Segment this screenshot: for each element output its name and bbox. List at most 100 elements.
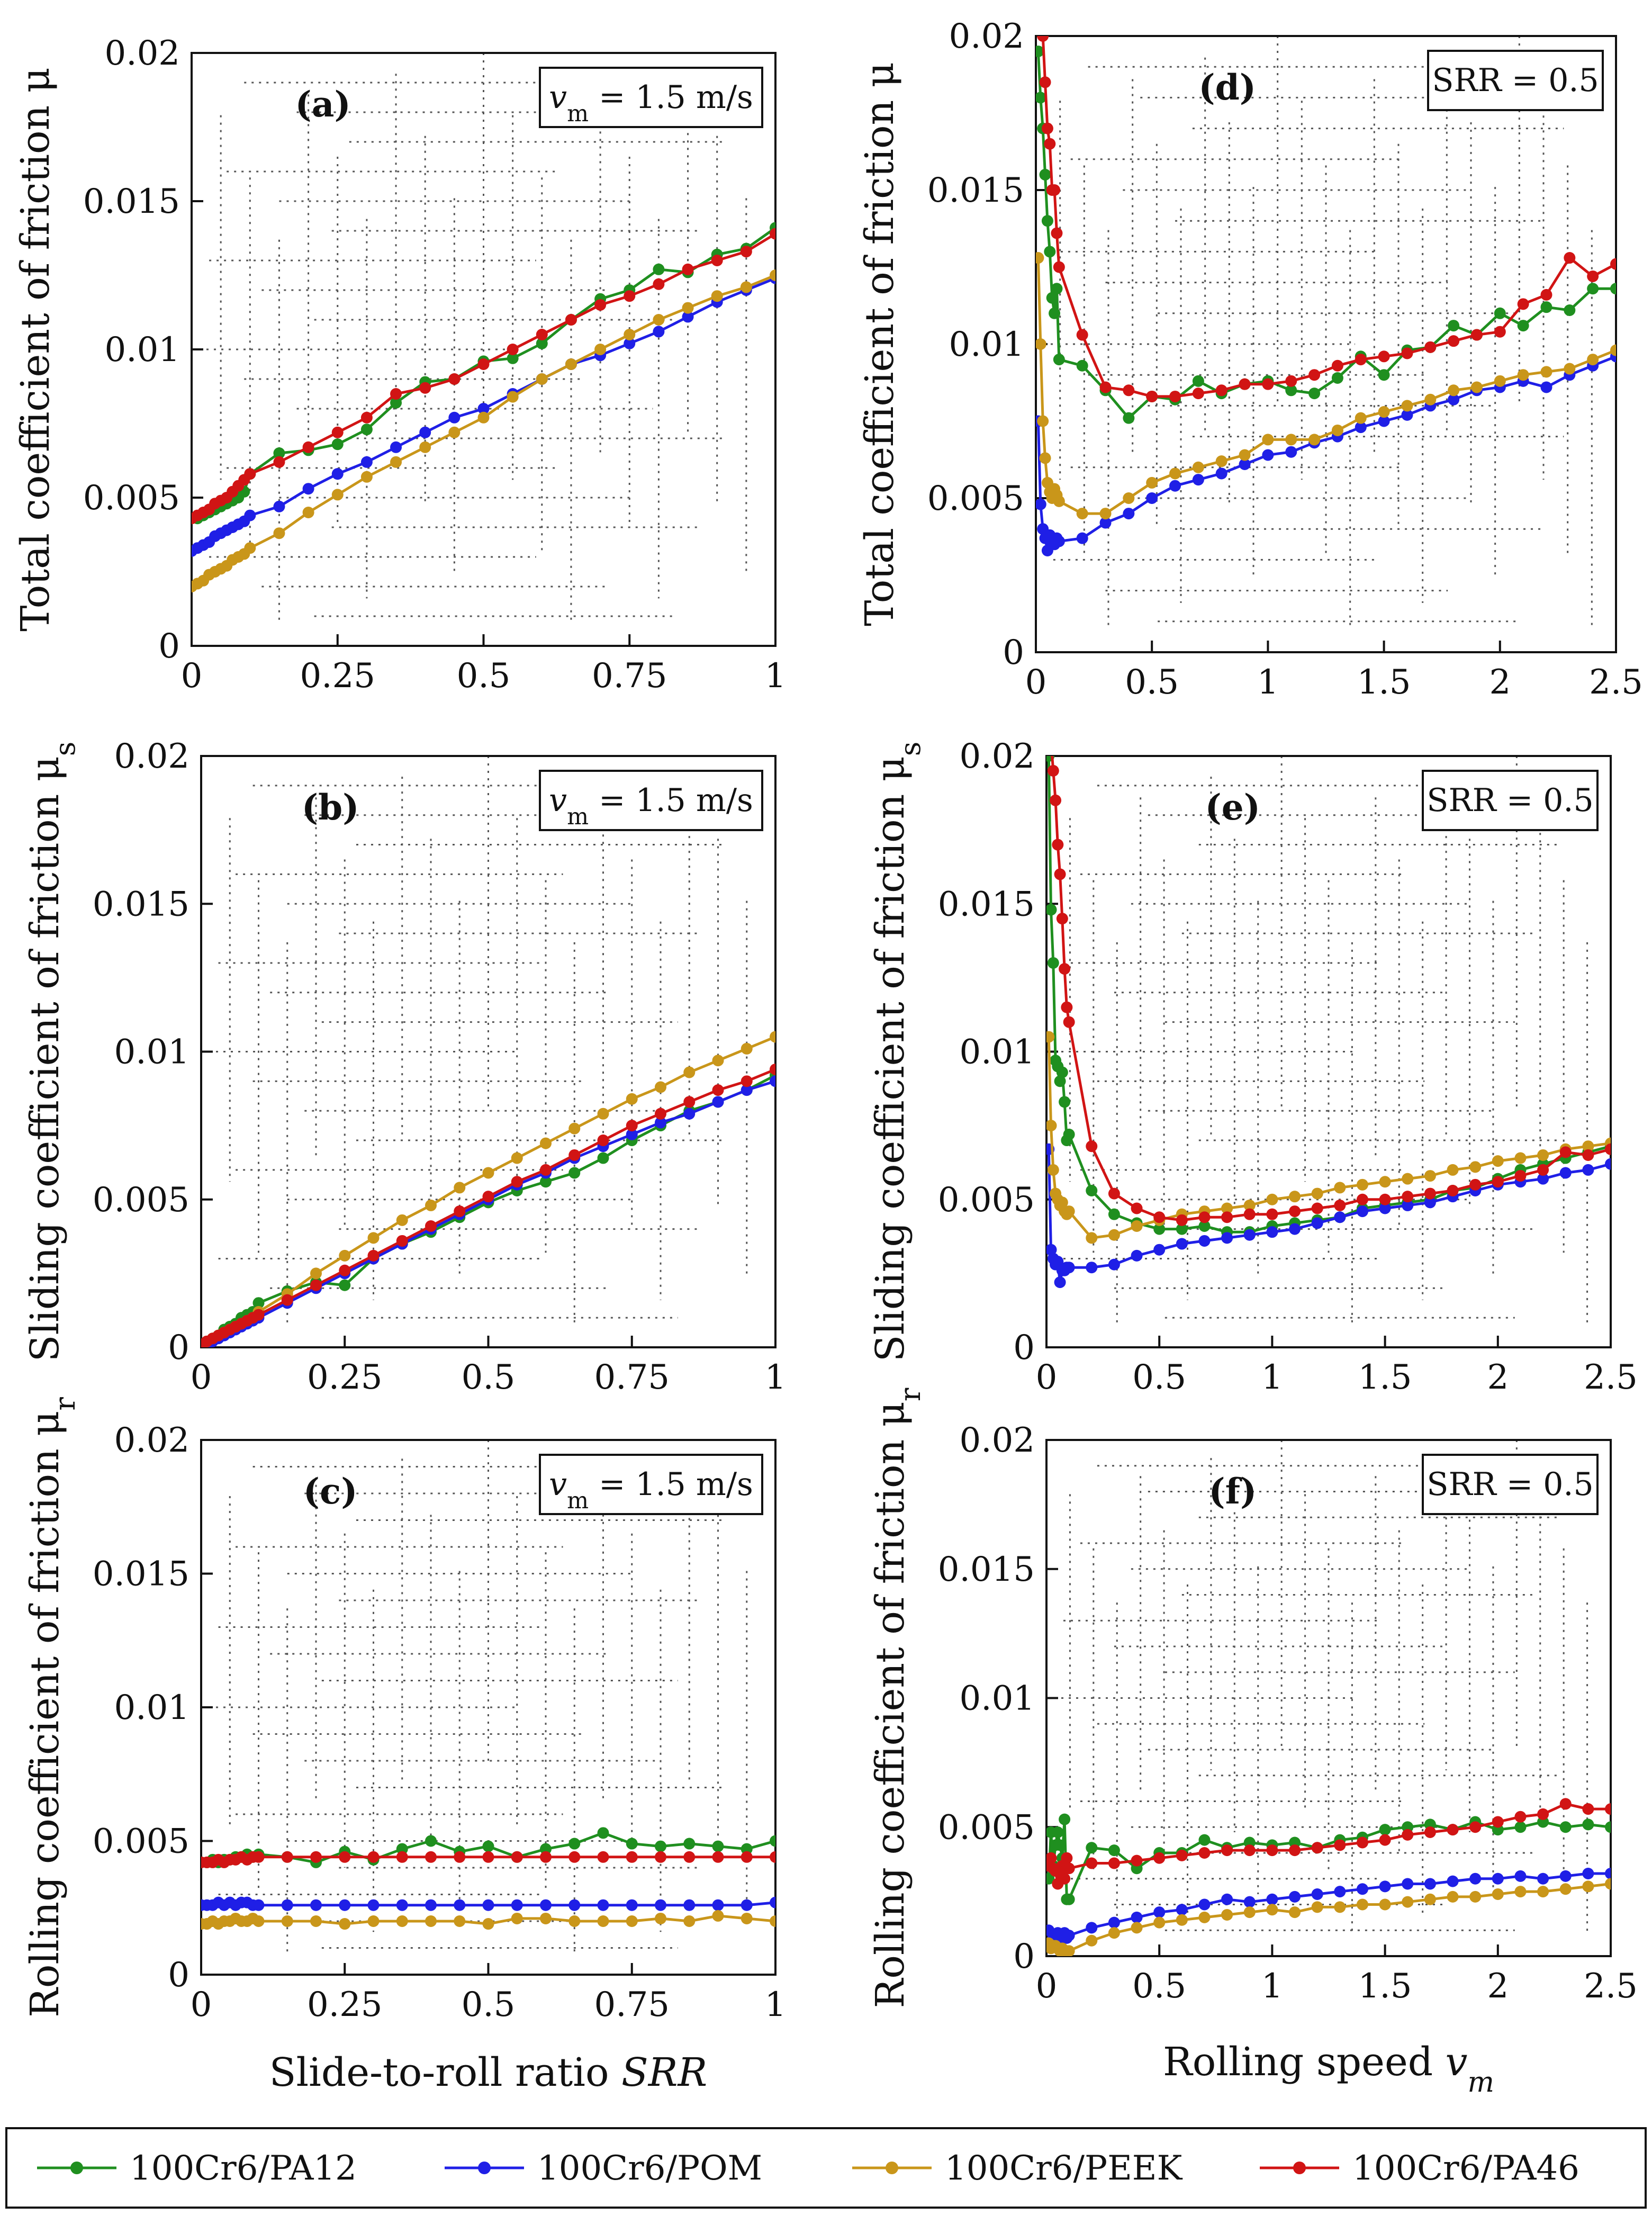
data-point	[331, 426, 344, 438]
legend-label: 100Cr6/PA46	[1352, 2149, 1579, 2188]
data-point	[1424, 393, 1437, 406]
data-point	[540, 1851, 552, 1863]
data-point	[511, 1176, 523, 1188]
data-point	[1169, 480, 1181, 492]
data-point	[741, 1851, 753, 1863]
panel-tag: (e)	[1205, 787, 1260, 828]
data-point	[1289, 1191, 1301, 1203]
data-point	[1243, 1906, 1256, 1919]
data-point	[1053, 535, 1065, 547]
data-point	[310, 1279, 322, 1291]
data-point	[741, 1084, 753, 1096]
condition-box	[539, 770, 763, 831]
data-point	[482, 1851, 494, 1863]
data-point	[1108, 1187, 1120, 1200]
data-point	[1086, 1842, 1098, 1854]
data-point	[712, 1899, 724, 1911]
data-point	[1311, 1217, 1323, 1229]
data-point	[448, 411, 461, 424]
series-POM	[1036, 350, 1616, 556]
data-point	[477, 411, 490, 424]
data-point	[1076, 508, 1088, 520]
series-PA46	[1046, 1798, 1611, 1890]
data-point	[1198, 1235, 1211, 1247]
data-point	[1469, 1872, 1482, 1885]
data-point	[1086, 1140, 1098, 1152]
series-PEEK	[1036, 252, 1616, 520]
data-point	[626, 1851, 638, 1863]
data-point	[1514, 1870, 1527, 1882]
condition-box	[539, 1454, 763, 1515]
data-point	[1108, 1857, 1120, 1869]
data-point	[711, 255, 723, 266]
panel-tag: (f)	[1208, 1471, 1257, 1512]
y-tick-label: 0.01	[949, 325, 1025, 364]
y-axis-label: Rolling coefficient of friction μr	[868, 1388, 927, 2008]
data-point	[1537, 1173, 1549, 1185]
data-point	[310, 1915, 322, 1927]
chart-panel-c: 0 0.25 0.5 0.75 1 0 0.005 0.01 0.015 0.02 Rolling …	[22, 1397, 786, 2024]
data-point	[1537, 1886, 1549, 1898]
x-tick-label: 0.25	[300, 656, 376, 696]
condition-box	[1422, 1454, 1599, 1515]
legend-label: 100Cr6/POM	[537, 2149, 762, 2188]
data-point	[1063, 1893, 1075, 1905]
data-point	[1266, 1893, 1278, 1905]
data-point	[1243, 1896, 1256, 1908]
data-point	[1198, 1220, 1211, 1232]
x-tick-label: 0.5	[462, 1985, 516, 2024]
data-point	[1285, 375, 1297, 387]
data-point	[1605, 1143, 1611, 1155]
legend-label: 100Cr6/PEEK	[945, 2149, 1183, 2188]
data-point	[482, 1191, 494, 1203]
data-point	[1559, 1798, 1572, 1810]
data-point	[653, 314, 665, 326]
data-point	[1582, 1149, 1594, 1161]
data-point	[507, 344, 519, 355]
data-point	[1564, 304, 1576, 316]
data-point	[770, 1896, 775, 1908]
data-point	[1063, 1262, 1075, 1274]
data-point	[1582, 1140, 1594, 1152]
data-point	[568, 1915, 581, 1927]
data-point	[1176, 1223, 1188, 1235]
data-point	[1355, 354, 1367, 366]
data-point	[1334, 1199, 1346, 1211]
chart-panel-a: 0 0.25 0.5 0.75 1 0 0.005 0.01 0.015 0.02 Total co…	[13, 34, 786, 696]
data-point	[568, 1838, 581, 1850]
data-point	[1469, 1178, 1482, 1191]
data-point	[1086, 1857, 1098, 1869]
y-axis-label: Total coefficient of friction μ	[857, 62, 902, 626]
data-point	[390, 441, 402, 453]
data-point	[1285, 446, 1297, 458]
data-point	[1514, 1821, 1527, 1833]
data-point	[425, 1899, 437, 1911]
data-point	[1153, 1916, 1166, 1929]
data-point	[1378, 406, 1390, 418]
data-point	[1059, 1872, 1071, 1885]
condition-text: vm = 1.5 m/s	[549, 782, 753, 830]
x-tick-label: 0.25	[307, 1358, 383, 1397]
data-point	[1049, 307, 1061, 319]
y-axis-label: Sliding coefficient of friction μs	[868, 742, 927, 1362]
data-point	[477, 358, 490, 370]
data-point	[1052, 839, 1064, 851]
x-tick-label: 0.25	[307, 1985, 383, 2024]
data-point	[1537, 1149, 1549, 1161]
data-point	[1379, 1193, 1391, 1205]
y-tick-label: 0	[168, 1956, 189, 1995]
data-point	[511, 1912, 523, 1924]
data-point	[1243, 1229, 1256, 1241]
data-point	[1221, 1232, 1233, 1244]
x-tick-label: 0	[181, 656, 203, 696]
data-point	[741, 1912, 753, 1924]
data-point	[1289, 1205, 1301, 1218]
data-point	[1169, 390, 1181, 402]
data-point	[1610, 283, 1616, 295]
data-point	[653, 326, 665, 338]
data-point	[594, 299, 607, 311]
grid	[201, 1440, 748, 1953]
data-point	[1564, 252, 1576, 264]
data-point	[1424, 1170, 1436, 1182]
grid	[1036, 36, 1593, 628]
